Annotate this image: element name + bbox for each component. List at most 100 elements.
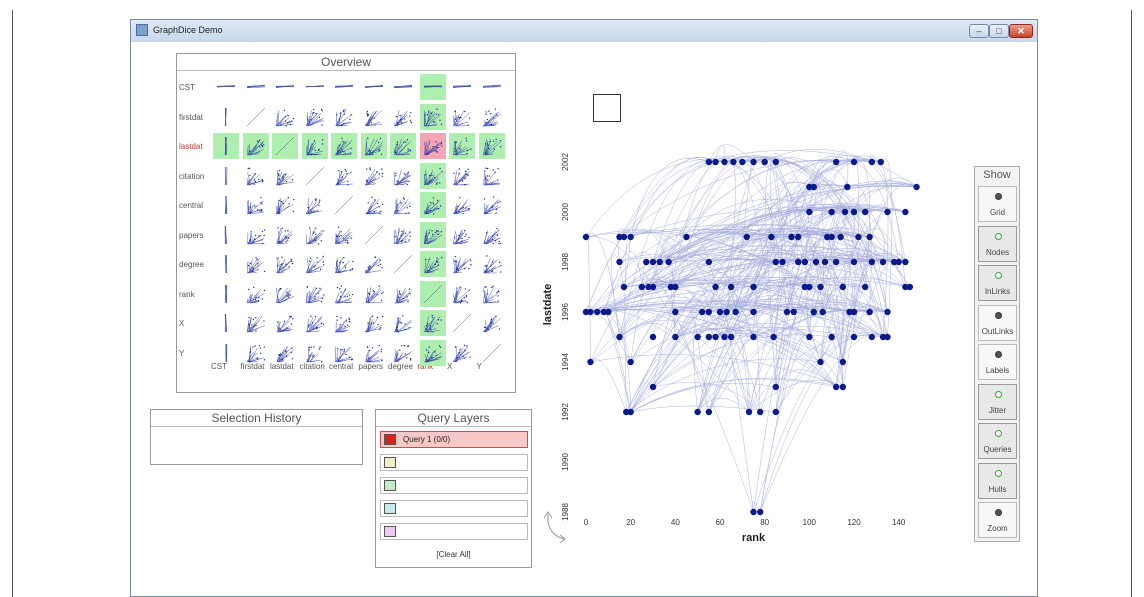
graph-node[interactable]	[698, 308, 706, 316]
maximize-button[interactable]: □	[989, 24, 1009, 38]
graph-node[interactable]	[806, 208, 813, 216]
overview-cell[interactable]	[449, 163, 475, 189]
overview-cell[interactable]	[272, 104, 298, 130]
overview-cell[interactable]	[213, 133, 239, 159]
overview-cell[interactable]	[213, 222, 239, 248]
graph-node[interactable]	[600, 308, 608, 316]
query-layer-row[interactable]	[380, 454, 528, 471]
overview-cell[interactable]	[479, 74, 505, 100]
graph-node[interactable]	[712, 333, 719, 341]
clear-all-button[interactable]: [Clear All]	[436, 550, 471, 559]
overview-cell[interactable]	[479, 340, 505, 366]
overview-cell[interactable]	[331, 251, 357, 277]
query-color-swatch[interactable]	[384, 526, 396, 537]
selection-rectangle[interactable]	[593, 94, 621, 122]
overview-row-label[interactable]: Y	[179, 348, 185, 358]
overview-cell[interactable]	[331, 222, 357, 248]
graph-node[interactable]	[832, 158, 840, 166]
overview-cell[interactable]	[361, 310, 387, 336]
overview-cell[interactable]	[419, 251, 446, 277]
graph-node[interactable]	[649, 333, 657, 341]
overview-cell[interactable]	[390, 163, 416, 189]
overview-cell[interactable]	[449, 104, 475, 130]
overview-cell[interactable]	[419, 133, 446, 159]
graph-node[interactable]	[868, 158, 876, 166]
graph-node[interactable]	[902, 283, 909, 291]
overview-row-label[interactable]: citation	[179, 171, 205, 181]
overview-cell[interactable]	[243, 163, 269, 189]
overview-col-label[interactable]: papers	[358, 362, 383, 371]
graph-node[interactable]	[643, 258, 650, 266]
overview-cell[interactable]	[213, 192, 239, 218]
graph-node[interactable]	[739, 158, 746, 166]
graph-node[interactable]	[806, 183, 813, 191]
overview-cell[interactable]	[213, 74, 239, 100]
overview-cell[interactable]	[213, 281, 239, 307]
graph-node[interactable]	[757, 408, 764, 416]
overview-cell[interactable]	[419, 221, 446, 248]
graph-node[interactable]	[627, 233, 634, 241]
graph-node[interactable]	[824, 233, 831, 241]
graph-node[interactable]	[850, 208, 858, 216]
graph-node[interactable]	[913, 183, 920, 191]
graph-node[interactable]	[879, 333, 887, 341]
overview-cell[interactable]	[449, 281, 475, 307]
overview-cell[interactable]	[361, 251, 387, 277]
overview-cell[interactable]	[390, 192, 416, 218]
overview-row-label[interactable]: firstdat	[179, 112, 204, 122]
graph-node[interactable]	[841, 208, 849, 216]
overview-row-label[interactable]: degree	[179, 260, 204, 269]
graph-node[interactable]	[727, 333, 735, 341]
overview-cell[interactable]	[302, 104, 328, 130]
overview-cell[interactable]	[390, 74, 416, 100]
overview-cell[interactable]	[302, 340, 328, 366]
overview-cell[interactable]	[361, 192, 387, 218]
graph-node[interactable]	[745, 408, 753, 416]
overview-row-label[interactable]: CST	[179, 83, 195, 92]
overview-cell[interactable]	[390, 251, 416, 277]
overview-cell[interactable]	[301, 133, 328, 159]
graph-node[interactable]	[772, 258, 780, 266]
graph-node[interactable]	[801, 258, 809, 266]
overview-cell[interactable]	[242, 133, 269, 159]
overview-cell[interactable]	[390, 104, 416, 130]
graph-node[interactable]	[616, 233, 623, 241]
close-button[interactable]: ✕	[1009, 24, 1033, 38]
overview-cell[interactable]	[272, 74, 298, 100]
overview-cell[interactable]	[390, 133, 416, 159]
graph-node[interactable]	[850, 308, 858, 316]
overview-cell[interactable]	[213, 251, 239, 277]
overview-cell[interactable]	[302, 163, 328, 189]
overview-cell[interactable]	[272, 251, 298, 277]
graph-node[interactable]	[649, 383, 657, 391]
overview-cell[interactable]	[419, 280, 446, 307]
query-layer-row[interactable]	[380, 477, 528, 494]
graph-node[interactable]	[832, 258, 840, 266]
minimize-button[interactable]: –	[969, 24, 989, 38]
graph-node[interactable]	[645, 283, 652, 291]
graph-node[interactable]	[850, 158, 858, 166]
graph-node[interactable]	[582, 233, 590, 241]
query-layer-row[interactable]: Query 1 (0/0)	[380, 431, 528, 448]
graph-node[interactable]	[705, 258, 713, 266]
graph-node[interactable]	[649, 258, 657, 266]
graph-node[interactable]	[627, 408, 634, 416]
overview-cell[interactable]	[302, 192, 328, 218]
graph-node[interactable]	[672, 308, 679, 316]
x-axis-label[interactable]: rank	[742, 532, 766, 544]
overview-cell[interactable]	[361, 74, 387, 100]
overview-cell[interactable]	[419, 162, 446, 189]
graph-node[interactable]	[877, 158, 884, 166]
graph-node[interactable]	[656, 258, 663, 266]
overview-cell[interactable]	[479, 251, 505, 277]
query-layer-row[interactable]	[380, 523, 528, 540]
overview-row-label[interactable]: rank	[179, 289, 195, 299]
overview-cell[interactable]	[272, 192, 298, 218]
graph-node[interactable]	[810, 308, 817, 316]
overview-cell[interactable]	[272, 281, 298, 307]
graph-node[interactable]	[623, 408, 630, 416]
overview-cell[interactable]	[272, 163, 298, 189]
query-color-swatch[interactable]	[384, 503, 396, 514]
overview-cell[interactable]	[419, 310, 446, 336]
graph-node[interactable]	[683, 233, 690, 241]
